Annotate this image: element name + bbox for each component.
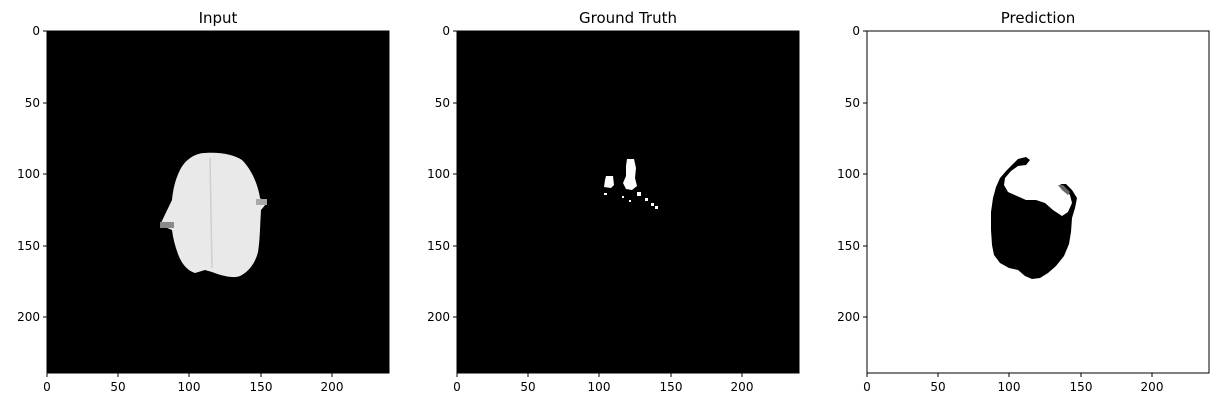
x-tick-label: 150 xyxy=(660,380,683,394)
x-tick-label: 50 xyxy=(520,380,535,394)
x-tick-label: 0 xyxy=(43,380,51,394)
y-tick-label: 150 xyxy=(427,239,450,253)
x-tick-label: 100 xyxy=(998,380,1021,394)
panel-title: Input xyxy=(199,9,238,27)
panel-ground-truth: Ground Truth 0 50 100 150 200 xyxy=(427,9,800,394)
y-tick-label: 100 xyxy=(837,167,860,181)
x-tick-label: 200 xyxy=(321,380,344,394)
y-tick-label: 150 xyxy=(837,239,860,253)
x-tick-label: 100 xyxy=(588,380,611,394)
prediction-mask xyxy=(991,157,1077,279)
panel-title: Prediction xyxy=(1001,9,1076,27)
x-tick-label: 200 xyxy=(731,380,754,394)
x-tick-label: 200 xyxy=(1141,380,1164,394)
y-tick-label: 0 xyxy=(442,24,450,38)
x-tick-label: 50 xyxy=(110,380,125,394)
y-tick-label: 150 xyxy=(17,239,40,253)
x-tick-label: 50 xyxy=(930,380,945,394)
y-tick-label: 100 xyxy=(427,167,450,181)
y-tick-label: 0 xyxy=(852,24,860,38)
y-tick-label: 0 xyxy=(32,24,40,38)
y-tick-label: 200 xyxy=(427,310,450,324)
y-axis: 0 50 100 150 200 xyxy=(837,24,867,324)
y-tick-label: 50 xyxy=(435,96,450,110)
brain-slice-image xyxy=(160,152,267,278)
x-tick-label: 150 xyxy=(250,380,273,394)
y-tick-label: 200 xyxy=(837,310,860,324)
x-axis: 0 50 100 150 200 xyxy=(453,373,753,394)
x-tick-label: 0 xyxy=(863,380,871,394)
panel-prediction: Prediction 0 50 100 150 200 0 50 100 xyxy=(837,9,1210,394)
x-axis: 0 50 100 150 200 xyxy=(43,373,343,394)
y-tick-label: 100 xyxy=(17,167,40,181)
image-area xyxy=(456,30,800,374)
panel-input: Input 0 50 100 150 200 0 xyxy=(17,9,390,394)
y-tick-label: 200 xyxy=(17,310,40,324)
panel-title: Ground Truth xyxy=(579,9,677,27)
y-axis: 0 50 100 150 200 xyxy=(427,24,457,324)
y-tick-label: 50 xyxy=(25,96,40,110)
y-axis: 0 50 100 150 200 xyxy=(17,24,47,324)
x-tick-label: 0 xyxy=(453,380,461,394)
x-tick-label: 100 xyxy=(178,380,201,394)
x-tick-label: 150 xyxy=(1070,380,1093,394)
x-axis: 0 50 100 150 200 xyxy=(863,373,1163,394)
ground-truth-mask xyxy=(604,159,658,209)
y-tick-label: 50 xyxy=(845,96,860,110)
